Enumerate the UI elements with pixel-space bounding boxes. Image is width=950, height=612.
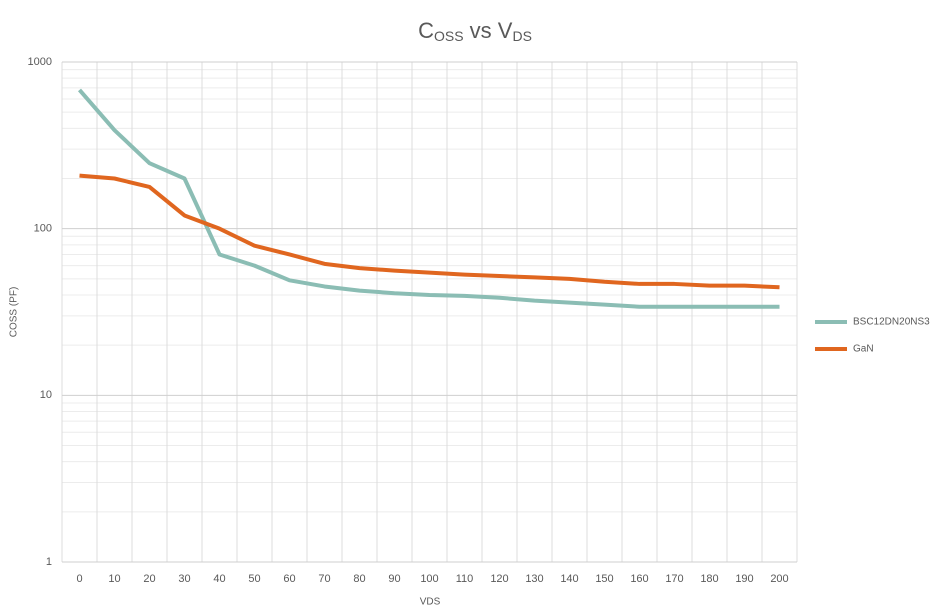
legend-label: GaN xyxy=(853,344,874,355)
y-tick-label: 10 xyxy=(40,389,52,401)
x-tick-label: 20 xyxy=(143,573,155,585)
x-tick-label: 50 xyxy=(248,573,260,585)
x-tick-label: 70 xyxy=(318,573,330,585)
x-tick-label: 80 xyxy=(353,573,365,585)
x-tick-label: 60 xyxy=(283,573,295,585)
x-tick-label: 90 xyxy=(388,573,400,585)
x-tick-label: 30 xyxy=(178,573,190,585)
x-tick-label: 160 xyxy=(630,573,648,585)
x-tick-label: 110 xyxy=(456,573,474,585)
x-tick-label: 150 xyxy=(595,573,613,585)
x-tick-label: 190 xyxy=(735,573,753,585)
x-tick-label: 120 xyxy=(490,573,508,585)
x-tick-label: 10 xyxy=(108,573,120,585)
chart-title: COSS vs VDS xyxy=(418,18,532,44)
x-tick-label: 140 xyxy=(560,573,578,585)
x-tick-label: 170 xyxy=(665,573,683,585)
x-tick-label: 40 xyxy=(213,573,225,585)
y-axis-label: COSS (PF) xyxy=(9,287,20,338)
title-part: vs V xyxy=(464,18,513,43)
y-tick-label: 1 xyxy=(46,556,52,568)
x-tick-label: 0 xyxy=(76,573,82,585)
series-line xyxy=(77,88,780,309)
y-tick-label: 100 xyxy=(34,223,52,235)
x-axis-label: VDS xyxy=(420,597,441,608)
y-tick-label: 1000 xyxy=(28,56,52,68)
title-subscript: DS xyxy=(512,28,531,44)
title-part: C xyxy=(418,18,434,43)
series-line xyxy=(79,173,780,290)
x-tick-label: 200 xyxy=(770,573,788,585)
x-tick-label: 130 xyxy=(525,573,543,585)
x-tick-label: 100 xyxy=(420,573,438,585)
x-tick-label: 180 xyxy=(700,573,718,585)
title-subscript: OSS xyxy=(434,28,464,44)
legend-label: BSC12DN20NS3 xyxy=(853,317,930,328)
